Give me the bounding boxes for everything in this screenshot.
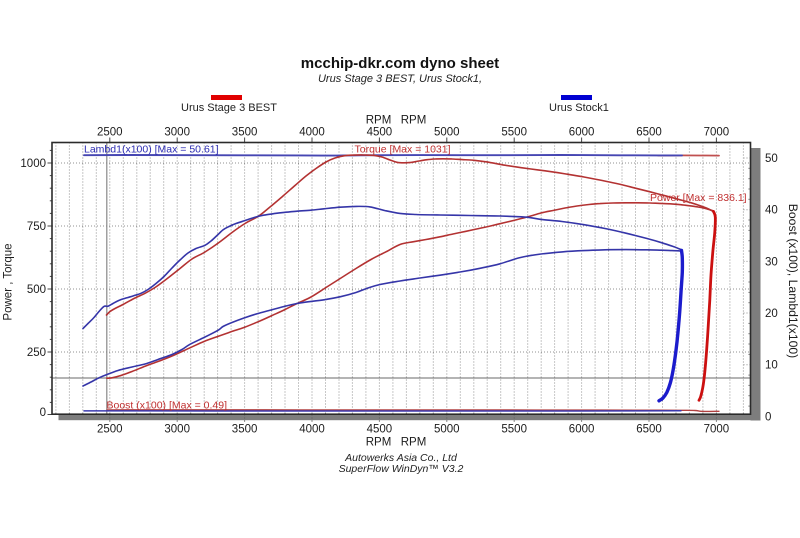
svg-text:Power [Max = 836.1]: Power [Max = 836.1] <box>650 192 747 204</box>
svg-text:6500: 6500 <box>636 127 662 139</box>
svg-text:4000: 4000 <box>299 127 325 139</box>
svg-text:2500: 2500 <box>97 424 123 436</box>
svg-text:RPM: RPM <box>366 115 392 127</box>
svg-text:3000: 3000 <box>164 424 190 436</box>
svg-text:0: 0 <box>40 407 46 419</box>
svg-text:RPM: RPM <box>401 115 427 127</box>
svg-text:Torque [Max = 1031]: Torque [Max = 1031] <box>355 144 451 156</box>
svg-text:3000: 3000 <box>164 127 190 139</box>
svg-text:3500: 3500 <box>232 424 258 436</box>
svg-text:4000: 4000 <box>299 424 325 436</box>
svg-text:500: 500 <box>27 284 46 296</box>
svg-text:50: 50 <box>765 153 778 165</box>
svg-text:5500: 5500 <box>501 127 527 139</box>
svg-text:40: 40 <box>765 205 778 217</box>
svg-text:Lambd1(x100) [Max = 50.61]: Lambd1(x100) [Max = 50.61] <box>84 144 219 156</box>
svg-text:30: 30 <box>765 256 778 268</box>
svg-text:Boost (x100) [Max = 0.49]: Boost (x100) [Max = 0.49] <box>107 400 228 412</box>
svg-text:0: 0 <box>765 411 771 423</box>
svg-text:20: 20 <box>765 308 778 320</box>
svg-text:7000: 7000 <box>704 127 730 139</box>
svg-text:10: 10 <box>765 360 778 372</box>
svg-text:3500: 3500 <box>232 127 258 139</box>
svg-text:250: 250 <box>27 347 46 359</box>
svg-text:1000: 1000 <box>20 158 46 170</box>
svg-text:RPM: RPM <box>366 437 392 449</box>
svg-text:Power , Torque: Power , Torque <box>3 243 15 320</box>
svg-text:Boost (x100), Lambd1(x100): Boost (x100), Lambd1(x100) <box>786 204 800 358</box>
svg-text:7000: 7000 <box>704 424 730 436</box>
svg-text:5500: 5500 <box>501 424 527 436</box>
svg-text:750: 750 <box>27 221 46 233</box>
svg-text:RPM: RPM <box>401 437 427 449</box>
svg-text:6000: 6000 <box>569 424 595 436</box>
svg-text:6500: 6500 <box>636 424 662 436</box>
svg-text:5000: 5000 <box>434 424 460 436</box>
svg-text:5000: 5000 <box>434 127 460 139</box>
svg-text:2500: 2500 <box>97 127 123 139</box>
svg-text:4500: 4500 <box>367 424 393 436</box>
svg-text:4500: 4500 <box>367 127 393 139</box>
svg-text:6000: 6000 <box>569 127 595 139</box>
